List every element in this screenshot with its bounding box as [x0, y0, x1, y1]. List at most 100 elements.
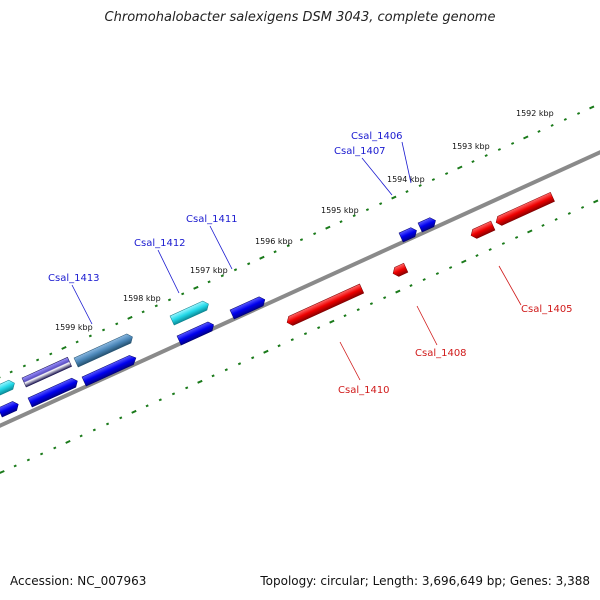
- forward-scale-ticks: [0, 105, 595, 379]
- scale-tick: [475, 254, 479, 258]
- reverse-scale-ticks: [0, 199, 599, 474]
- scale-tick: [537, 129, 541, 133]
- gene-label-csal-1407[interactable]: Csal_1407: [334, 146, 386, 157]
- scale-tick: [554, 217, 558, 221]
- reverse-genes: [285, 191, 555, 327]
- gene-label-csal-1410[interactable]: Csal_1410: [338, 385, 390, 396]
- scale-label-1596: 1596 kbp: [255, 237, 293, 246]
- gene-arrow[interactable]: [73, 332, 135, 368]
- gene-arrow[interactable]: [469, 220, 496, 240]
- gene-arrow[interactable]: [229, 295, 267, 320]
- scale-tick: [501, 242, 505, 245]
- scale-tick: [141, 310, 145, 314]
- gene-arrow[interactable]: [285, 283, 365, 327]
- scale-tick: [391, 195, 397, 200]
- scale-tick: [448, 266, 453, 270]
- scale-tick: [181, 292, 185, 296]
- scale-tick: [88, 334, 92, 338]
- scale-label-1592: 1592 kbp: [516, 109, 554, 118]
- scale-tick: [185, 386, 189, 390]
- gene-arrow[interactable]: [27, 376, 79, 408]
- scale-tick: [26, 458, 31, 462]
- scale-tick: [167, 298, 172, 302]
- scale-tick: [541, 223, 545, 227]
- scale-tick: [263, 349, 269, 354]
- gene-label-csal-1411[interactable]: Csal_1411: [186, 214, 238, 225]
- scale-tick: [251, 356, 255, 360]
- scale-tick: [233, 268, 238, 272]
- gene-label-csal-1406[interactable]: Csal_1406: [351, 131, 403, 142]
- scale-tick: [550, 123, 554, 127]
- scale-tick: [343, 314, 347, 318]
- scale-tick: [207, 280, 211, 284]
- gene-label-csal-1413[interactable]: Csal_1413: [48, 273, 100, 284]
- scale-tick: [286, 244, 290, 248]
- scale-tick: [220, 274, 224, 278]
- gene-label-csal-1412[interactable]: Csal_1412: [134, 238, 186, 249]
- genome-backbone: [0, 150, 600, 428]
- scale-tick: [259, 255, 265, 260]
- scale-tick: [290, 338, 294, 342]
- scale-tick: [379, 202, 383, 206]
- gene-arrow[interactable]: [81, 353, 138, 387]
- scale-tick: [497, 148, 501, 151]
- gene-label-csal-1408[interactable]: Csal_1408: [415, 348, 467, 359]
- scale-tick: [49, 352, 53, 356]
- scale-tick: [461, 259, 467, 264]
- scale-tick: [0, 470, 5, 474]
- gene-label-csal-1405[interactable]: Csal_1405: [521, 304, 573, 315]
- gene-labels: Csal_1406 Csal_1407 Csal_1411 Csal_1412 …: [48, 131, 573, 396]
- scale-tick: [444, 172, 449, 176]
- scale-tick: [409, 284, 413, 288]
- scale-tick: [158, 398, 162, 402]
- scale-tick: [65, 439, 71, 444]
- scale-tick: [313, 232, 317, 236]
- gene-arrow[interactable]: [494, 191, 555, 227]
- scale-tick: [317, 326, 321, 330]
- scale-tick: [488, 248, 492, 252]
- gene-arrow[interactable]: [391, 262, 409, 278]
- scale-tick: [211, 374, 215, 378]
- scale-tick: [22, 364, 27, 368]
- gene-arrow[interactable]: [417, 216, 438, 233]
- scale-labels: 1592 kbp 1593 kbp 1594 kbp 1595 kbp 1596…: [55, 109, 554, 332]
- scale-tick: [422, 278, 426, 282]
- forward-genes: [0, 216, 438, 418]
- scale-label-1595: 1595 kbp: [321, 206, 359, 215]
- scale-tick: [273, 250, 277, 254]
- scale-tick: [79, 434, 83, 438]
- scale-tick: [418, 184, 422, 188]
- scale-tick: [352, 214, 356, 218]
- scale-tick: [431, 178, 436, 182]
- scale-tick: [13, 464, 17, 468]
- scale-tick: [171, 392, 176, 396]
- scale-tick: [369, 302, 374, 306]
- scale-tick: [61, 345, 67, 350]
- scale-tick: [395, 289, 401, 294]
- gene-arrow[interactable]: [398, 226, 419, 243]
- gene-arrow[interactable]: [176, 320, 216, 346]
- scale-tick: [9, 370, 13, 374]
- scale-tick: [102, 328, 106, 332]
- scale-tick: [106, 422, 110, 426]
- accession-label: Accession: NC_007963: [10, 574, 147, 588]
- scale-tick: [365, 208, 370, 212]
- label-leader-lines: [71, 141, 522, 381]
- scale-tick: [237, 362, 242, 366]
- scale-tick: [119, 416, 123, 420]
- gene-arrow[interactable]: [0, 379, 17, 396]
- scale-tick: [527, 229, 533, 234]
- scale-tick: [53, 446, 57, 450]
- gene-arrow[interactable]: [169, 299, 211, 326]
- scale-tick: [339, 220, 343, 224]
- scale-label-1599: 1599 kbp: [55, 323, 93, 332]
- scale-tick: [383, 296, 387, 300]
- gene-arrow[interactable]: [0, 400, 20, 418]
- scale-tick: [92, 428, 96, 432]
- scale-tick: [75, 340, 79, 344]
- gene-arrow[interactable]: [21, 356, 72, 388]
- scale-tick: [197, 379, 203, 384]
- scale-tick: [576, 111, 581, 115]
- scale-tick: [510, 141, 515, 145]
